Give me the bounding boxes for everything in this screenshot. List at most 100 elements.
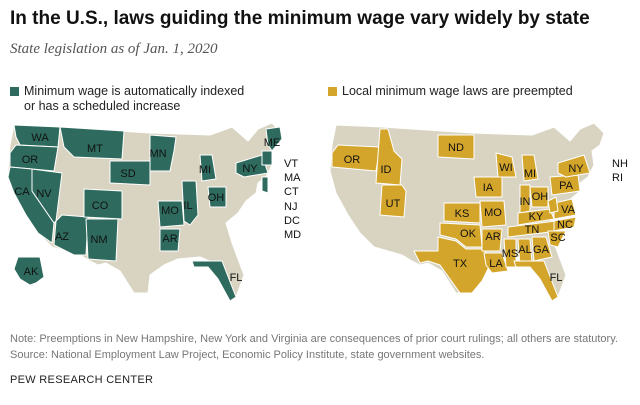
- state-mo: [157, 200, 185, 228]
- label-id: ID: [381, 164, 392, 176]
- label-nc: NC: [557, 219, 573, 231]
- state-il: [181, 180, 199, 226]
- label-pa: PA: [559, 180, 574, 192]
- map-indexed-labels: WA OR CA NV AZ MT CO NM SD MN MO AR IL M…: [14, 132, 280, 284]
- chart-note: Note: Preemptions in New Hampshire, New …: [10, 333, 618, 345]
- label-il: IL: [183, 200, 192, 212]
- chart-subtitle: State legislation as of Jan. 1, 2020: [10, 41, 218, 57]
- map-preempted: OR ID UT ND KS OK TX IA MO AR LA WI MI I…: [329, 122, 605, 302]
- label-nd: ND: [448, 142, 464, 154]
- state-me: [265, 126, 283, 152]
- map-indexed-shapes: [7, 122, 283, 302]
- state-or: [331, 144, 381, 172]
- label-nv: NV: [36, 188, 52, 200]
- state-ut: [379, 184, 407, 218]
- state-ar: [159, 228, 181, 252]
- label-ga: GA: [533, 244, 550, 256]
- side-item-ri: RI: [612, 172, 623, 185]
- legend-swatch-indexed: [10, 87, 19, 96]
- label-al: AL: [518, 244, 531, 256]
- legend-preempted-label: Local minimum wage laws are preempted: [342, 84, 573, 98]
- label-ok: OK: [460, 228, 477, 240]
- state-mi: [199, 154, 217, 182]
- state-ar: [481, 228, 503, 252]
- label-or: OR: [344, 154, 361, 166]
- label-mi: MI: [524, 168, 536, 180]
- state-va: [553, 198, 577, 220]
- label-ny: NY: [242, 163, 258, 175]
- state-sd: [109, 160, 151, 186]
- label-mt: MT: [87, 143, 103, 155]
- label-mi: MI: [199, 164, 211, 176]
- label-wi: WI: [499, 162, 512, 174]
- state-co: [83, 188, 123, 220]
- state-nj: [261, 176, 269, 194]
- side-list-indexed: VT MA CT NJ DC MD: [284, 157, 301, 242]
- chart-source: Source: National Employment Law Project,…: [10, 349, 485, 361]
- side-item-md: MD: [284, 229, 302, 242]
- label-ia: IA: [483, 182, 494, 194]
- state-fl: [191, 260, 237, 302]
- legend-indexed-label: Minimum wage is automatically indexed or…: [24, 84, 244, 114]
- label-in: IN: [520, 196, 531, 208]
- state-oh: [529, 186, 549, 208]
- label-co: CO: [92, 200, 109, 212]
- label-sd: SD: [120, 168, 135, 180]
- label-ky: KY: [529, 211, 544, 223]
- chart-title: In the U.S., laws guiding the minimum wa…: [10, 8, 590, 29]
- state-mt: [59, 126, 125, 160]
- map-indexed: WA OR CA NV AZ MT CO NM SD MN MO AR IL M…: [7, 122, 283, 302]
- legend-indexed-line2: or has a scheduled increase: [24, 99, 181, 113]
- state-wi: [495, 152, 517, 178]
- state-ny: [235, 154, 269, 178]
- side-item-nh: NH: [612, 158, 628, 170]
- state-ny: [557, 154, 591, 178]
- legend-swatch-preempted: [328, 87, 337, 96]
- label-sc: SC: [550, 232, 565, 244]
- label-az: AZ: [55, 231, 69, 243]
- label-ca: CA: [14, 186, 30, 198]
- label-fl: FL: [230, 272, 243, 284]
- label-wa: WA: [31, 132, 49, 144]
- state-vt-ma: [261, 150, 273, 166]
- label-oh: OH: [208, 192, 225, 204]
- state-ak: [13, 256, 45, 286]
- label-la: LA: [489, 258, 503, 270]
- side-item-dc: DC: [284, 214, 300, 227]
- state-la: [483, 252, 509, 274]
- state-ga: [531, 236, 553, 262]
- side-item-ct: CT: [284, 186, 299, 199]
- state-mi: [521, 154, 539, 182]
- label-tn: TN: [525, 224, 540, 236]
- label-nm: NM: [90, 234, 107, 246]
- side-item-nj: NJ: [284, 200, 298, 213]
- label-or: OR: [22, 154, 39, 166]
- label-mn: MN: [149, 148, 166, 160]
- label-va: VA: [561, 204, 576, 216]
- state-ia: [473, 176, 503, 198]
- label-ar: AR: [485, 231, 500, 243]
- side-item-ma: MA: [284, 172, 301, 185]
- state-nd: [437, 134, 475, 160]
- state-sc: [547, 230, 567, 248]
- map-preempted-shapes: [329, 122, 605, 302]
- org-credit: PEW RESEARCH CENTER: [10, 374, 154, 386]
- state-ok: [439, 222, 483, 248]
- label-ut: UT: [386, 198, 401, 210]
- state-mn: [149, 134, 177, 172]
- label-ks: KS: [455, 208, 470, 220]
- legend-indexed-line1: Minimum wage is automatically indexed: [24, 84, 245, 98]
- label-oh: OH: [532, 191, 549, 203]
- label-ms: MS: [502, 248, 519, 260]
- side-item-vt: VT: [284, 158, 299, 170]
- state-ks: [443, 202, 481, 224]
- state-fl: [513, 260, 559, 302]
- state-id: [375, 128, 403, 186]
- label-me: ME: [264, 137, 281, 149]
- state-mo: [479, 200, 507, 228]
- state-tx: [413, 236, 491, 294]
- label-ak: AK: [24, 266, 39, 278]
- side-list-preempted: NH RI: [612, 157, 628, 185]
- label-mo: MO: [484, 207, 502, 219]
- state-nv: [31, 168, 63, 224]
